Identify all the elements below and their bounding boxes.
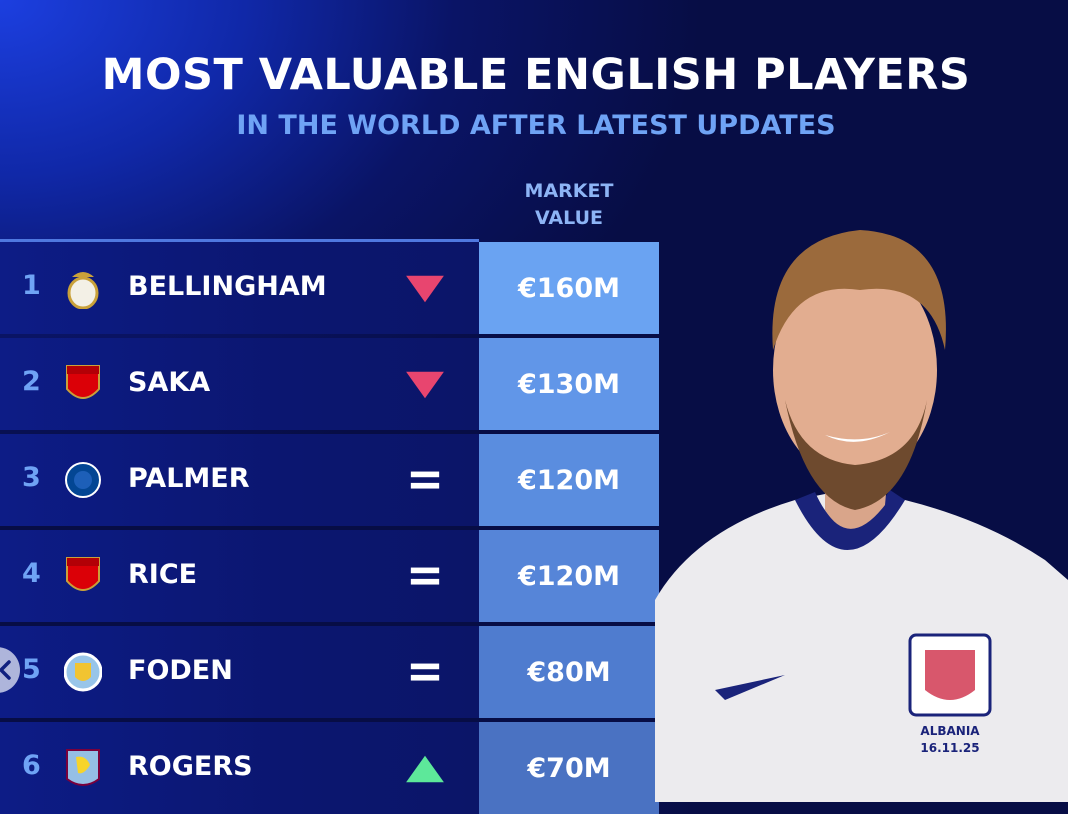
- player-name: FODEN: [128, 655, 233, 686]
- shirt-text-line1: ALBANIA: [920, 724, 980, 738]
- trend-equal-icon: [410, 567, 440, 585]
- header-line1: MARKET: [524, 180, 614, 202]
- table-row: 4 RICE: [0, 530, 479, 622]
- real-madrid-crest-icon: [67, 272, 99, 309]
- rank-number: 6: [22, 750, 41, 781]
- rank-number: 1: [22, 270, 41, 301]
- rank-number: 4: [22, 558, 41, 589]
- market-value: €120M: [517, 560, 620, 592]
- aston-villa-crest-icon: [66, 749, 100, 786]
- header-line2: VALUE: [535, 207, 603, 229]
- table-row: 2 SAKA: [0, 338, 479, 430]
- trend-equal-icon: [410, 663, 440, 681]
- market-value-cell: €120M: [479, 530, 659, 622]
- market-value-header: MARKET VALUE: [479, 178, 659, 232]
- player-name: ROGERS: [128, 751, 253, 782]
- rank-number: 2: [22, 366, 41, 397]
- player-name: BELLINGHAM: [128, 271, 327, 302]
- player-name: RICE: [128, 559, 198, 590]
- table-row: 3 PALMER: [0, 434, 479, 526]
- market-value-cell: €70M: [479, 722, 659, 814]
- market-value: €160M: [517, 272, 620, 304]
- page-subtitle: IN THE WORLD AFTER LATEST UPDATES: [236, 110, 836, 141]
- player-name: SAKA: [128, 367, 211, 398]
- player-name: PALMER: [128, 463, 250, 494]
- rank-number: 3: [22, 462, 41, 493]
- rank-number: 5: [22, 654, 41, 685]
- market-value-cell: €80M: [479, 626, 659, 718]
- market-value-cell: €160M: [479, 242, 659, 334]
- carousel-back-button[interactable]: [0, 647, 20, 693]
- player-photo: ALBANIA 16.11.25: [655, 230, 1068, 802]
- arsenal-crest-icon: [66, 365, 100, 399]
- market-value: €70M: [527, 752, 611, 784]
- market-value: €130M: [517, 368, 620, 400]
- page-title: MOST VALUABLE ENGLISH PLAYERS: [101, 50, 971, 100]
- manchester-city-crest-icon: [64, 652, 102, 692]
- shirt-text-line2: 16.11.25: [920, 741, 979, 755]
- market-value: €80M: [527, 656, 611, 688]
- market-value: €120M: [517, 464, 620, 496]
- trend-down-icon: [406, 371, 444, 399]
- trend-up-icon: [406, 755, 444, 783]
- trend-down-icon: [406, 275, 444, 303]
- table-top-divider: [0, 239, 479, 242]
- chelsea-crest-icon: [65, 462, 101, 498]
- table-row: 1 BELLINGHAM: [0, 242, 479, 334]
- table-row: 5 FODEN: [0, 626, 479, 718]
- market-value-cell: €120M: [479, 434, 659, 526]
- chevron-left-icon: [0, 660, 11, 680]
- table-row: 6 ROGERS: [0, 722, 479, 814]
- arsenal-crest-icon: [66, 557, 100, 591]
- market-value-cell: €130M: [479, 338, 659, 430]
- trend-equal-icon: [410, 471, 440, 489]
